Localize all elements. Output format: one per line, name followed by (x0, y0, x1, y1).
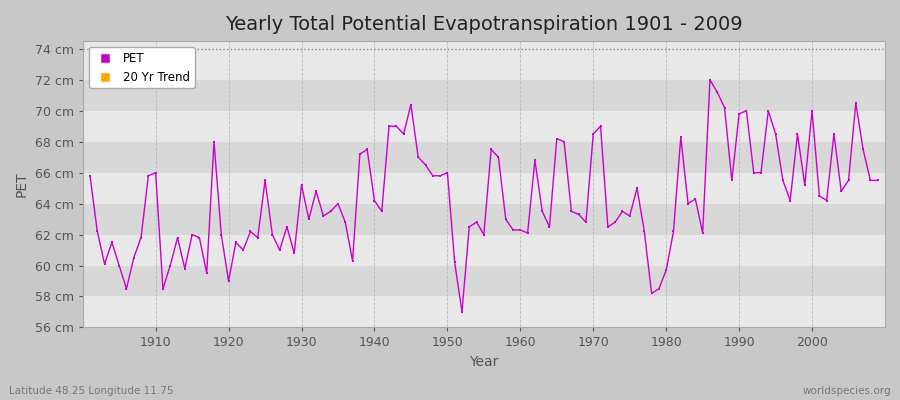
Bar (83, 80, 885, 111)
Bar (83, 142, 885, 173)
Bar (83, 296, 885, 328)
Text: worldspecies.org: worldspecies.org (803, 386, 891, 396)
X-axis label: Year: Year (469, 355, 499, 369)
Legend: PET, 20 Yr Trend: PET, 20 Yr Trend (88, 47, 194, 88)
Bar (83, 266, 885, 296)
Bar (83, 49, 885, 80)
Bar (83, 204, 885, 234)
Title: Yearly Total Potential Evapotranspiration 1901 - 2009: Yearly Total Potential Evapotranspiratio… (225, 15, 742, 34)
Bar (83, 111, 885, 142)
Y-axis label: PET: PET (15, 172, 29, 197)
Bar (83, 173, 885, 204)
Bar (83, 234, 885, 266)
Text: Latitude 48.25 Longitude 11.75: Latitude 48.25 Longitude 11.75 (9, 386, 174, 396)
